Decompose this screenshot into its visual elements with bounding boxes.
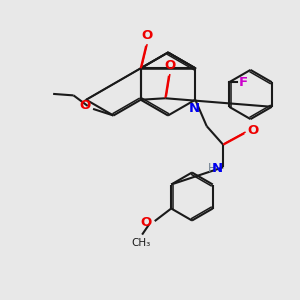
Text: N: N <box>189 102 200 115</box>
Text: O: O <box>141 29 152 42</box>
Text: O: O <box>164 59 175 72</box>
Text: F: F <box>239 76 248 89</box>
Text: CH₃: CH₃ <box>131 238 150 248</box>
Text: O: O <box>248 124 259 137</box>
Text: O: O <box>80 99 91 112</box>
Text: O: O <box>140 216 152 230</box>
Text: H: H <box>207 162 216 175</box>
Text: N: N <box>212 162 223 175</box>
